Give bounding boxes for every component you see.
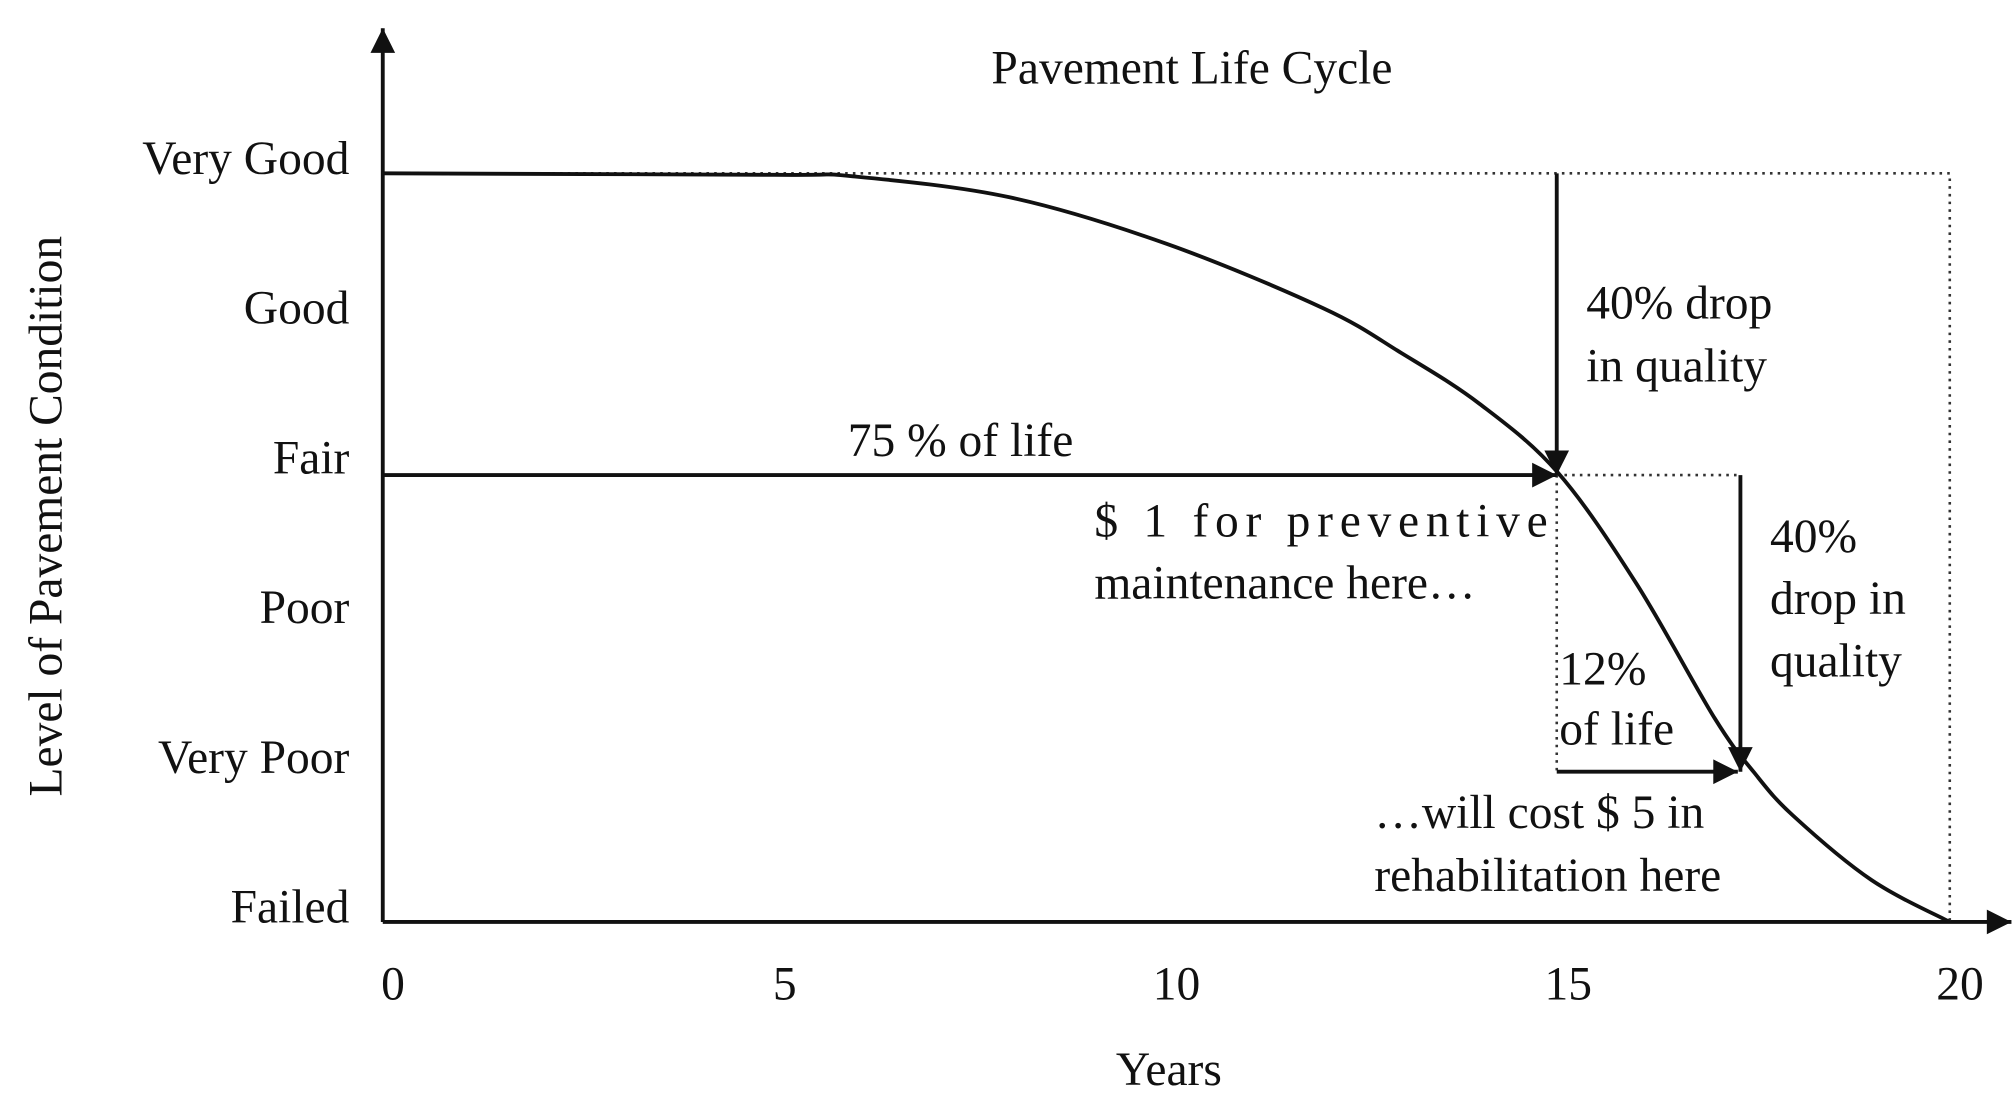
x-tick-label: 15 bbox=[1545, 959, 1593, 1011]
annotation: 40% bbox=[1770, 511, 1857, 563]
annotation: in quality bbox=[1586, 340, 1767, 392]
x-axis-label: Years bbox=[1116, 1044, 1222, 1094]
x-tick-label: 10 bbox=[1153, 959, 1201, 1011]
x-tick-label: 5 bbox=[773, 959, 797, 1011]
reference-line bbox=[1555, 473, 1741, 772]
annotation: 12% bbox=[1559, 643, 1646, 695]
annotation: maintenance here… bbox=[1094, 557, 1475, 609]
y-tick-label: Fair bbox=[273, 432, 350, 484]
x-tick-label: 20 bbox=[1936, 959, 1984, 1011]
annotation: quality bbox=[1770, 636, 1902, 688]
chart-title: Pavement Life Cycle bbox=[991, 42, 1392, 94]
annotation: …will cost $ 5 in bbox=[1374, 787, 1704, 839]
reference-line bbox=[382, 172, 1952, 922]
annotation: 40% drop bbox=[1586, 277, 1772, 329]
y-tick-label: Failed bbox=[231, 882, 350, 934]
annotation: of life bbox=[1559, 704, 1674, 756]
annotation: $ 1 for preventive bbox=[1094, 496, 1547, 548]
annotation: 75 % of life bbox=[848, 415, 1074, 467]
condition-curve bbox=[382, 171, 1951, 924]
y-axis-label: Level of Pavement Condition bbox=[21, 236, 73, 797]
y-tick-label: Poor bbox=[260, 582, 350, 634]
y-tick-label: Very Poor bbox=[158, 732, 350, 784]
x-tick-label: 0 bbox=[381, 959, 405, 1011]
y-tick-label: Good bbox=[244, 283, 350, 335]
y-tick-label: Very Good bbox=[142, 133, 349, 185]
annotation: drop in bbox=[1770, 573, 1906, 625]
annotation: rehabilitation here bbox=[1374, 850, 1721, 902]
